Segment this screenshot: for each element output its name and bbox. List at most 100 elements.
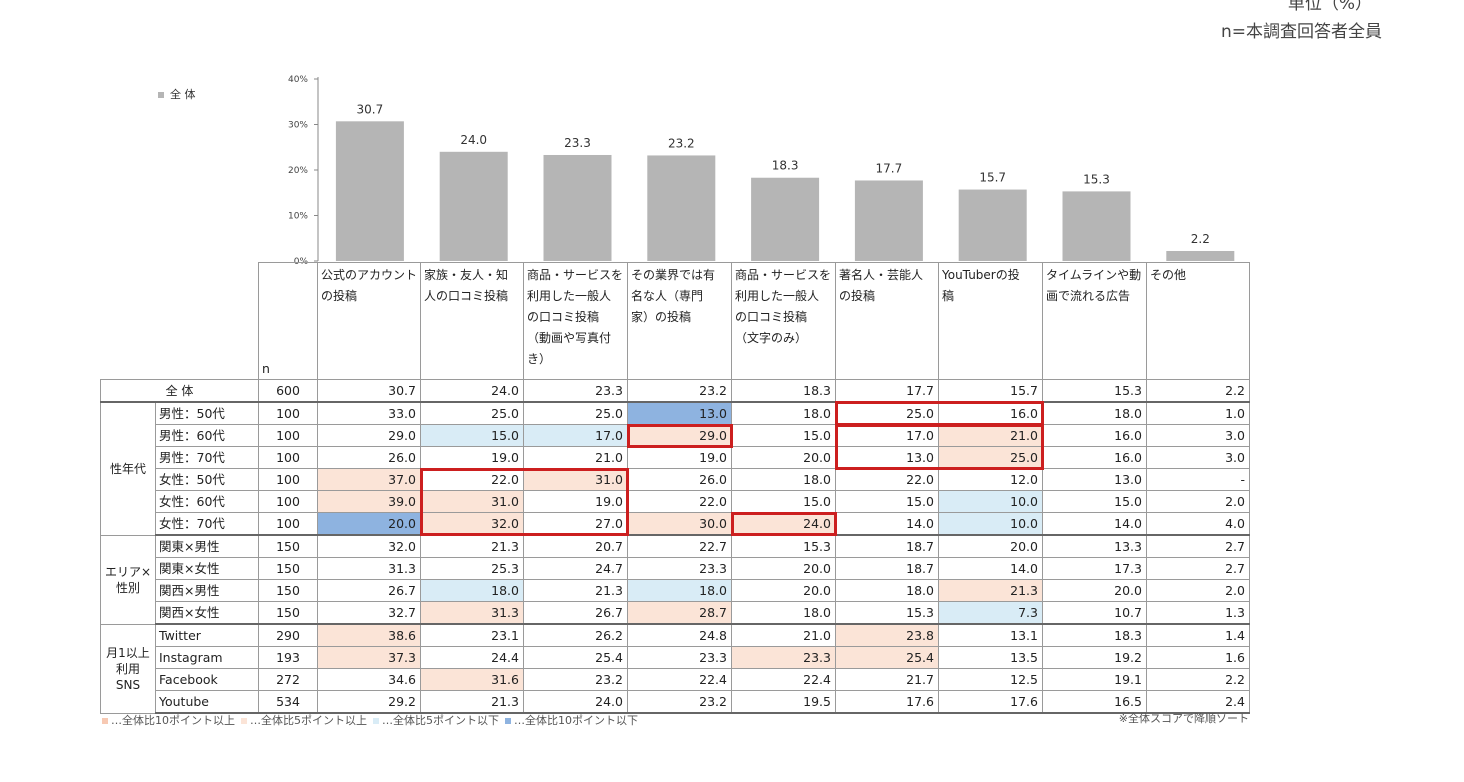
- table-cell: 37.3: [317, 646, 421, 669]
- group-label-line: SNS: [115, 677, 141, 692]
- table-cell: 32.0: [317, 534, 421, 558]
- table-cell: 18.0: [731, 601, 836, 625]
- column-header: 家族・友人・知 人の口コミ投稿: [420, 262, 524, 380]
- table-cell: 2.7: [1146, 557, 1250, 580]
- table-cell: 23.3: [627, 557, 732, 580]
- row-label: 男性：60代: [155, 424, 259, 447]
- bar: [1062, 191, 1131, 261]
- column-header-line: の口コミ投稿: [527, 310, 600, 324]
- legend-text: …全体比10ポイント以下: [514, 714, 638, 727]
- legend-swatch: [373, 718, 379, 724]
- column-header: 著名人・芸能人 の投稿: [835, 262, 939, 380]
- table-cell: 20.0: [731, 557, 836, 580]
- table-row: 関西×男性 150 26.7 18.0 21.3 18.0 20.0 18.0 21.3 20.0…: [101, 579, 1250, 602]
- bar: [335, 121, 404, 261]
- y-tick-label: 30%: [288, 121, 308, 131]
- row-n: 100: [258, 490, 318, 513]
- table-cell: 13.5: [938, 646, 1043, 669]
- row-n: 100: [258, 401, 318, 425]
- unit-label: 単位（%）: [1287, 0, 1372, 14]
- group-label-line: 性別: [115, 580, 140, 595]
- sort-note: ※全体スコアで降順ソート: [1118, 712, 1249, 725]
- row-label: 女性：50代: [155, 468, 259, 491]
- table-cell: 20.7: [523, 534, 628, 558]
- column-header-line: 公式のアカウント: [321, 268, 418, 282]
- row-label: 女性：60代: [155, 490, 259, 513]
- table-cell: 21.0: [523, 446, 628, 469]
- table-cell: 23.1: [420, 623, 524, 647]
- table-cell: 3.0: [1146, 424, 1250, 447]
- column-header-line: （文字のみ）: [735, 331, 808, 345]
- row-label: 男性：50代: [155, 401, 259, 425]
- row-label: 関東×男性: [155, 534, 259, 558]
- table-cell: 31.3: [317, 557, 421, 580]
- column-header: 商品・サービスを 利用した一般人 の口コミ投稿 （文字のみ）: [731, 262, 836, 380]
- chart-legend: 全 体: [158, 86, 196, 102]
- table-cell: 20.0: [731, 446, 836, 469]
- table-cell: 3.0: [1146, 446, 1250, 469]
- row-label: Youtube: [155, 690, 259, 714]
- table-cell: 21.3: [523, 579, 628, 602]
- table-cell: 13.0: [1042, 468, 1147, 491]
- table-cell: 29.2: [317, 690, 421, 714]
- table-cell: 17.0: [835, 424, 939, 447]
- table-cell: 2.4: [1146, 690, 1250, 714]
- bar: [439, 151, 508, 261]
- y-tick-label: 0%: [294, 257, 309, 265]
- column-header: その業界では有 名な人（専門 家）の投稿: [627, 262, 732, 380]
- table-cell: 13.0: [835, 446, 939, 469]
- table-cell: 24.4: [420, 646, 524, 669]
- row-n: 272: [258, 668, 318, 691]
- table-row: エリア× 性別 関東×男性 150 32.0 21.3 20.7 22.7 15.3 18.7 20…: [100, 534, 1250, 625]
- table-cell: 18.0: [627, 579, 732, 602]
- table-cell: 21.3: [420, 534, 524, 558]
- row-label: 関西×男性: [155, 579, 259, 602]
- table-cell: 25.0: [523, 401, 628, 425]
- row-n: 100: [258, 446, 318, 469]
- table-cell: 24.0: [523, 690, 628, 714]
- column-header: タイムラインや動 画で流れる広告: [1042, 262, 1147, 380]
- column-header-line: 利用した一般人: [735, 289, 820, 303]
- column-header-line: YouTuberの投: [942, 268, 1020, 282]
- bar: [1166, 250, 1235, 261]
- table-cell: 38.6: [317, 623, 421, 647]
- legend-swatch: [505, 718, 511, 724]
- table-cell: 18.3: [1042, 623, 1147, 647]
- row-n: 150: [258, 534, 318, 558]
- row-n: 150: [258, 601, 318, 625]
- table-cell: 15.3: [835, 601, 939, 625]
- n-header: n: [258, 262, 318, 380]
- table-cell: 18.0: [731, 468, 836, 491]
- group-label: エリア× 性別: [100, 534, 156, 625]
- row-label: 関西×女性: [155, 601, 259, 625]
- table-cell: 13.0: [627, 401, 732, 425]
- row-n: 290: [258, 623, 318, 647]
- table-cell: 22.4: [731, 668, 836, 691]
- basis-label: n=本調査回答者全員: [1220, 22, 1382, 42]
- table-cell: 29.0: [317, 424, 421, 447]
- table-cell: 17.7: [835, 379, 939, 403]
- table-cell: 20.0: [317, 512, 421, 536]
- bar-value-label: 18.3: [772, 159, 799, 173]
- table-cell: 20.0: [938, 534, 1043, 558]
- row-n: 534: [258, 690, 318, 714]
- table-row: 月1以上 利用 SNS Twitter 290 38.6 23.1 26.2 24.8 21.0 2…: [100, 623, 1250, 714]
- table-cell: 21.3: [420, 690, 524, 714]
- bar: [751, 177, 820, 261]
- column-header-line: 画で流れる広告: [1046, 289, 1131, 303]
- y-tick-label: 10%: [288, 212, 308, 222]
- table-cell: 27.0: [523, 512, 628, 536]
- crosstab-table: n 公式のアカウント の投稿 家族・友人・知 人の口コミ投稿 商品・サービスを 利用した一般…: [100, 262, 1250, 714]
- legend-item: …全体比5ポイント以下: [373, 714, 499, 727]
- table-cell: 21.0: [731, 623, 836, 647]
- table-cell: 21.3: [938, 579, 1043, 602]
- table-cell: 23.3: [627, 646, 732, 669]
- row-label: Facebook: [155, 668, 259, 691]
- group-label: 性年代: [100, 401, 156, 536]
- table-cell: 18.7: [835, 534, 939, 558]
- column-header-line: 家）の投稿: [631, 310, 692, 324]
- bar-value-label: 2.2: [1191, 232, 1210, 246]
- table-cell: 12.5: [938, 668, 1043, 691]
- table-cell: 30.7: [317, 379, 421, 403]
- group-label-line: 利用: [115, 661, 140, 676]
